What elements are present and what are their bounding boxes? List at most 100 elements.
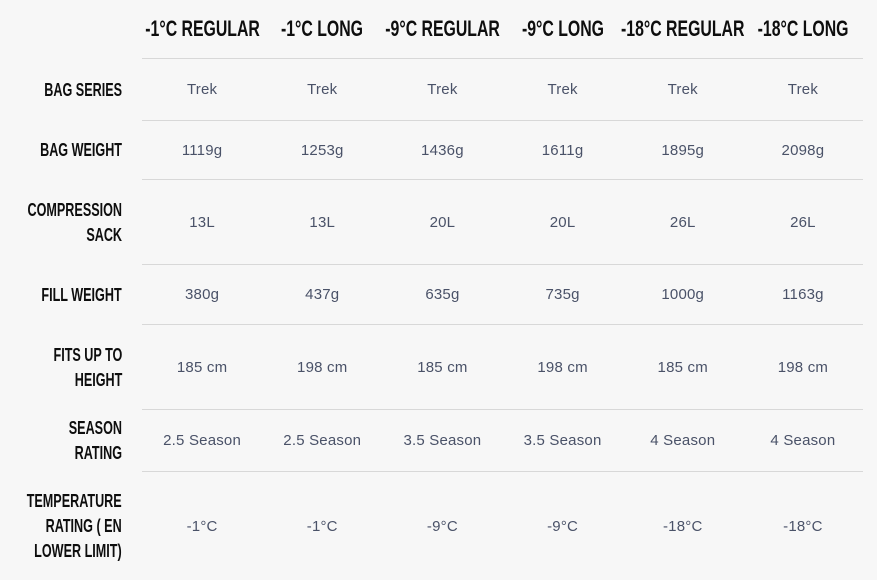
table-cell: 185 cm — [622, 325, 743, 410]
column-header-label: -18°C LONG — [757, 16, 849, 41]
table-cell: 1163g — [742, 265, 863, 325]
table-cell: 198 cm — [502, 325, 623, 410]
cell-value: 1895g — [661, 141, 705, 159]
cell-value: -9°C — [547, 517, 579, 535]
column-header-label: -1°C REGULAR — [144, 16, 260, 41]
row-label: BAG WEIGHT — [40, 140, 122, 160]
table-cell: Trek — [622, 59, 743, 121]
table-cell: 2.5 Season — [142, 410, 263, 472]
table-cell: 2.5 Season — [262, 410, 383, 472]
row-label-cell: SEASON RATING — [0, 410, 142, 472]
cell-value: 2.5 Season — [283, 432, 362, 449]
column-header: -1°C REGULAR — [142, 0, 263, 59]
table-cell: 735g — [502, 265, 623, 325]
cell-value: 4 Season — [650, 432, 716, 449]
cell-value: Trek — [547, 81, 578, 98]
column-header: -9°C REGULAR — [382, 0, 503, 59]
table-cell: 1611g — [502, 121, 623, 180]
column-header: -9°C LONG — [502, 0, 623, 59]
row-bag-series: BAG SERIES Trek Trek Trek Trek Trek Trek — [0, 59, 863, 121]
cell-value: 20L — [549, 213, 576, 231]
cell-value: -1°C — [186, 517, 218, 535]
row-bag-weight: BAG WEIGHT 1119g 1253g 1436g 1611g 1895g… — [0, 121, 863, 180]
row-label-cell: BAG SERIES — [0, 59, 142, 121]
row-fill-weight: FILL WEIGHT 380g 437g 635g 735g 1000g 11… — [0, 265, 863, 325]
table-cell: 1000g — [622, 265, 743, 325]
cell-value: 1119g — [181, 141, 223, 159]
table-cell: 380g — [142, 265, 263, 325]
table-cell: -9°C — [382, 472, 502, 580]
table-cell: 3.5 Season — [502, 410, 623, 472]
cell-value: 437g — [305, 286, 340, 303]
column-header-label: -1°C LONG — [281, 16, 364, 41]
table-cell: -1°C — [142, 472, 262, 580]
cell-value: 380g — [184, 286, 220, 303]
row-label: FILL WEIGHT — [41, 284, 122, 305]
header-corner-cell — [0, 0, 142, 59]
row-label: COMPRESSION SACK — [27, 199, 122, 245]
cell-value: Trek — [307, 81, 338, 98]
table-cell: 198 cm — [262, 325, 383, 410]
row-fits-up-to-height: FITS UP TO HEIGHT 185 cm 198 cm 185 cm 1… — [0, 325, 863, 410]
column-header: -18°C REGULAR — [621, 0, 745, 59]
row-temperature-rating: TEMPERATURE RATING ( EN LOWER LIMIT) -1°… — [0, 472, 863, 580]
table-cell: Trek — [142, 59, 263, 121]
table-cell: Trek — [742, 59, 863, 121]
cell-value: Trek — [427, 81, 458, 98]
row-label: BAG SERIES — [44, 79, 122, 100]
row-compression-sack: COMPRESSION SACK 13L 13L 20L 20L 26L 26L — [0, 180, 863, 265]
cell-value: 185 cm — [417, 358, 468, 376]
cell-value: -18°C — [662, 517, 703, 535]
row-label-cell: COMPRESSION SACK — [0, 180, 142, 265]
row-label: FITS UP TO HEIGHT — [53, 344, 122, 390]
cell-value: 4 Season — [770, 432, 836, 449]
table-cell: 437g — [262, 265, 383, 325]
cell-value: 735g — [545, 286, 580, 303]
cell-value: -18°C — [783, 517, 823, 535]
column-header-label: -9°C LONG — [521, 16, 604, 41]
table-cell: 4 Season — [622, 410, 743, 472]
cell-value: 1000g — [661, 286, 705, 303]
cell-value: 26L — [790, 213, 816, 231]
cell-value: 1163g — [782, 286, 824, 303]
row-label-cell: BAG WEIGHT — [0, 121, 142, 180]
table-cell: 185 cm — [142, 325, 263, 410]
row-label-cell: FILL WEIGHT — [0, 265, 142, 325]
cell-value: 13L — [309, 213, 336, 231]
cell-value: 20L — [429, 213, 456, 231]
table-cell: 2098g — [742, 121, 863, 180]
table-cell: 4 Season — [742, 410, 863, 472]
table-cell: 198 cm — [742, 325, 863, 410]
table-cell: 185 cm — [382, 325, 503, 410]
cell-value: Trek — [667, 81, 698, 98]
cell-value: Trek — [787, 81, 819, 98]
table-cell: 1895g — [622, 121, 743, 180]
row-label: TEMPERATURE RATING ( EN LOWER LIMIT) — [27, 490, 122, 561]
cell-value: 13L — [189, 213, 215, 231]
table-cell: Trek — [262, 59, 383, 121]
column-header-label: -18°C REGULAR — [621, 16, 745, 41]
column-header-label: -9°C REGULAR — [385, 16, 500, 41]
table-cell: -9°C — [502, 472, 622, 580]
cell-value: 3.5 Season — [523, 432, 602, 449]
cell-value: 1253g — [300, 141, 344, 159]
cell-value: -1°C — [306, 517, 338, 535]
table-cell: Trek — [382, 59, 503, 121]
cell-value: 1611g — [541, 141, 584, 159]
cell-value: 1436g — [421, 141, 464, 159]
table-cell: 1253g — [262, 121, 383, 180]
table-cell: 1119g — [142, 121, 263, 180]
table-cell: 1436g — [382, 121, 503, 180]
cell-value: 185 cm — [657, 358, 708, 376]
cell-value: 26L — [669, 213, 696, 231]
table-cell: -18°C — [743, 472, 863, 580]
cell-value: Trek — [186, 81, 218, 98]
row-label-cell: TEMPERATURE RATING ( EN LOWER LIMIT) — [0, 472, 142, 580]
column-header: -18°C LONG — [742, 0, 863, 59]
cell-value: -9°C — [426, 517, 458, 535]
cell-value: 2098g — [781, 141, 825, 159]
cell-value: 635g — [425, 286, 460, 303]
table-cell: 26L — [742, 180, 863, 265]
cell-value: 198 cm — [777, 358, 829, 376]
